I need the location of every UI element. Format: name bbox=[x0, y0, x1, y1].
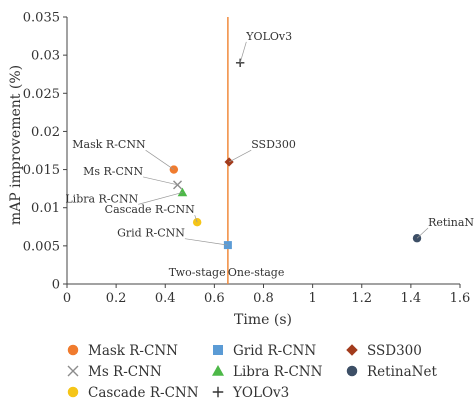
leader-line bbox=[184, 238, 228, 246]
x-tick-label: 1.6 bbox=[450, 291, 471, 306]
legend-label: Ms R-CNN bbox=[88, 364, 162, 380]
data-point bbox=[177, 187, 188, 197]
x-tick-label: 1.4 bbox=[401, 291, 422, 306]
legend-label: RetinaNet bbox=[367, 364, 437, 380]
legend-marker bbox=[346, 365, 358, 377]
leader-line bbox=[143, 176, 178, 186]
y-tick-label: 0.025 bbox=[23, 87, 60, 102]
data-point-label: Mask R-CNN bbox=[72, 138, 146, 151]
legend-label: Grid R-CNN bbox=[233, 343, 316, 359]
data-point bbox=[235, 58, 245, 67]
data-point-label: RetinaNet bbox=[428, 216, 474, 229]
data-point bbox=[224, 157, 234, 167]
y-tick-label: 0.005 bbox=[23, 239, 60, 254]
legend-marker bbox=[212, 386, 224, 398]
x-tick-label: 0 bbox=[63, 291, 71, 306]
data-point-label: SSD300 bbox=[251, 138, 296, 151]
stage-region-labels: Two-stage One-stage bbox=[169, 266, 285, 279]
y-tick-label: 0.02 bbox=[31, 125, 60, 140]
data-points bbox=[169, 58, 422, 250]
legend-label: Mask R-CNN bbox=[88, 343, 178, 359]
data-point-label: Ms R-CNN bbox=[83, 165, 143, 178]
data-point-label: Libra R-CNN bbox=[65, 192, 138, 205]
legend-label: YOLOv3 bbox=[232, 385, 289, 401]
x-tick-label: 0.6 bbox=[204, 291, 225, 306]
legend-marker bbox=[212, 365, 224, 376]
x-tick-label: 1 bbox=[308, 291, 316, 306]
legend-marker bbox=[213, 345, 223, 355]
legend-label: Libra R-CNN bbox=[233, 364, 323, 380]
x-tick-label: 1.2 bbox=[351, 291, 372, 306]
y-tick-label: 0.015 bbox=[23, 163, 60, 178]
legend-marker bbox=[67, 365, 79, 377]
legend-marker bbox=[346, 344, 358, 356]
x-tick-label: 0.8 bbox=[253, 291, 274, 306]
legend: Mask R-CNN Grid R-CNN SSD300 Ms R-CNN Libra … bbox=[67, 343, 437, 401]
stage-region-label: Two-stage bbox=[169, 266, 226, 279]
x-tick-label: 0.2 bbox=[106, 291, 127, 306]
y-axis-title: mAP improvement (%) bbox=[8, 65, 24, 225]
x-axis-title: Time (s) bbox=[234, 312, 292, 328]
data-point-label: Cascade R-CNN bbox=[105, 203, 195, 216]
axes: 0 0.2 0.4 0.6 0.8 1 1.2 1.4 1.6 0 0.005 0.01 0.015 0.… bbox=[23, 11, 471, 307]
data-point-label: Grid R-CNN bbox=[117, 227, 185, 240]
legend-label: Cascade R-CNN bbox=[88, 385, 199, 401]
leader-line bbox=[416, 227, 429, 239]
y-tick-label: 0.01 bbox=[31, 201, 60, 216]
y-tick-label: 0 bbox=[52, 278, 60, 293]
leader-line bbox=[138, 192, 183, 205]
leader-line bbox=[228, 149, 252, 163]
leader-line bbox=[145, 149, 175, 170]
x-tick-label: 0.4 bbox=[155, 291, 176, 306]
legend-marker bbox=[67, 386, 79, 398]
y-tick-label: 0.03 bbox=[31, 49, 60, 64]
stage-region-label: One-stage bbox=[228, 266, 285, 279]
leader-line bbox=[194, 214, 198, 223]
data-point-label: YOLOv3 bbox=[245, 30, 292, 43]
leader-line bbox=[239, 41, 247, 63]
legend-marker bbox=[67, 344, 79, 356]
y-tick-label: 0.035 bbox=[23, 11, 60, 26]
legend-label: SSD300 bbox=[367, 343, 422, 359]
